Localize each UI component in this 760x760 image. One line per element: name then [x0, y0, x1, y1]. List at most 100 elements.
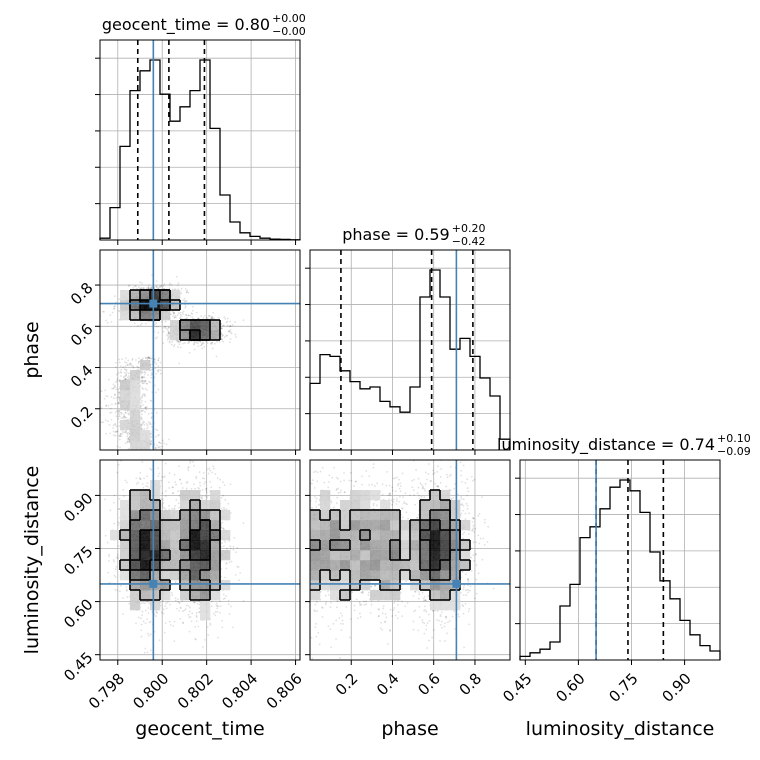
sample-point [104, 534, 107, 537]
sample-point [118, 497, 121, 500]
sample-point [113, 384, 116, 387]
sample-point [146, 632, 149, 635]
sample-point [234, 321, 236, 323]
sample-point [115, 430, 117, 433]
density-cell [210, 320, 221, 331]
sample-point [157, 365, 160, 368]
sample-point [213, 317, 216, 320]
sample-point [218, 340, 221, 343]
sample-point [144, 380, 147, 382]
sample-point [159, 361, 162, 364]
density-cell [150, 310, 161, 321]
sample-point [126, 596, 129, 598]
sample-point [183, 300, 186, 303]
sample-point [126, 432, 128, 435]
sample-point [197, 345, 200, 347]
sample-point [124, 378, 127, 381]
sample-point [140, 397, 143, 400]
density-cell [140, 440, 151, 450]
density-cell [120, 420, 131, 431]
sample-point [143, 428, 146, 430]
sample-point [174, 580, 177, 583]
sample-point [168, 284, 171, 286]
sample-point [117, 388, 120, 391]
sample-point [135, 359, 137, 361]
sample-point [220, 327, 223, 330]
sample-point [140, 282, 143, 285]
sample-point [119, 446, 121, 449]
sample-point [137, 616, 140, 619]
sample-point [144, 406, 147, 409]
sample-point [167, 333, 170, 335]
sample-point [222, 494, 225, 497]
sample-point [126, 410, 129, 413]
sample-point [138, 286, 140, 289]
sample-point [150, 412, 153, 415]
sample-point [124, 368, 127, 371]
sample-point [118, 361, 121, 364]
sample-point [132, 365, 135, 368]
sample-point [145, 287, 148, 290]
density-cell [140, 430, 151, 441]
sample-point [211, 315, 214, 318]
sample-point [167, 337, 170, 339]
sample-point [115, 373, 118, 376]
sample-point [160, 321, 163, 323]
sample-point [127, 437, 130, 440]
sample-point [143, 421, 146, 424]
sample-point [110, 411, 113, 414]
sample-point [129, 363, 132, 366]
sample-point [125, 370, 128, 373]
sample-point [195, 341, 198, 344]
sample-point [140, 424, 143, 427]
sample-point [136, 365, 139, 368]
sample-point [146, 475, 148, 478]
sample-point [194, 487, 196, 490]
sample-point [117, 402, 119, 405]
sample-point [209, 622, 212, 625]
sample-point [150, 285, 153, 288]
sample-point [147, 612, 150, 614]
sample-point [154, 428, 157, 431]
sample-point [162, 330, 165, 333]
sample-point [128, 363, 131, 365]
sample-point [104, 319, 107, 322]
sample-point [142, 376, 145, 379]
sample-point [164, 325, 167, 328]
density-cell [120, 290, 131, 301]
sample-point [127, 375, 130, 377]
sample-point [143, 651, 146, 654]
sample-point [117, 415, 120, 418]
sample-point [126, 376, 129, 379]
density-cell [130, 440, 141, 450]
sample-point [224, 576, 226, 579]
sample-point [140, 416, 142, 419]
sample-point [168, 340, 171, 343]
sample-point [222, 593, 225, 596]
sample-point [181, 311, 184, 314]
sample-point [108, 423, 111, 426]
sample-point [173, 507, 176, 510]
sample-point [175, 499, 178, 502]
sample-point [140, 372, 143, 375]
sample-point [179, 311, 182, 314]
sample-point [216, 605, 219, 607]
sample-point [226, 334, 229, 337]
sample-point [156, 336, 159, 339]
sample-point [147, 287, 150, 289]
sample-point [151, 287, 153, 290]
sample-point [210, 315, 212, 318]
sample-point [111, 311, 114, 314]
sample-point [117, 396, 120, 399]
sample-point [102, 310, 104, 313]
sample-point [129, 362, 132, 365]
sample-point [157, 446, 160, 449]
sample-point [122, 613, 124, 616]
sample-point [150, 320, 152, 323]
sample-point [113, 295, 116, 298]
sample-point [125, 429, 128, 432]
sample-point [128, 284, 131, 287]
sample-point [128, 364, 131, 367]
density-cell [170, 300, 181, 311]
sample-point [124, 411, 127, 414]
